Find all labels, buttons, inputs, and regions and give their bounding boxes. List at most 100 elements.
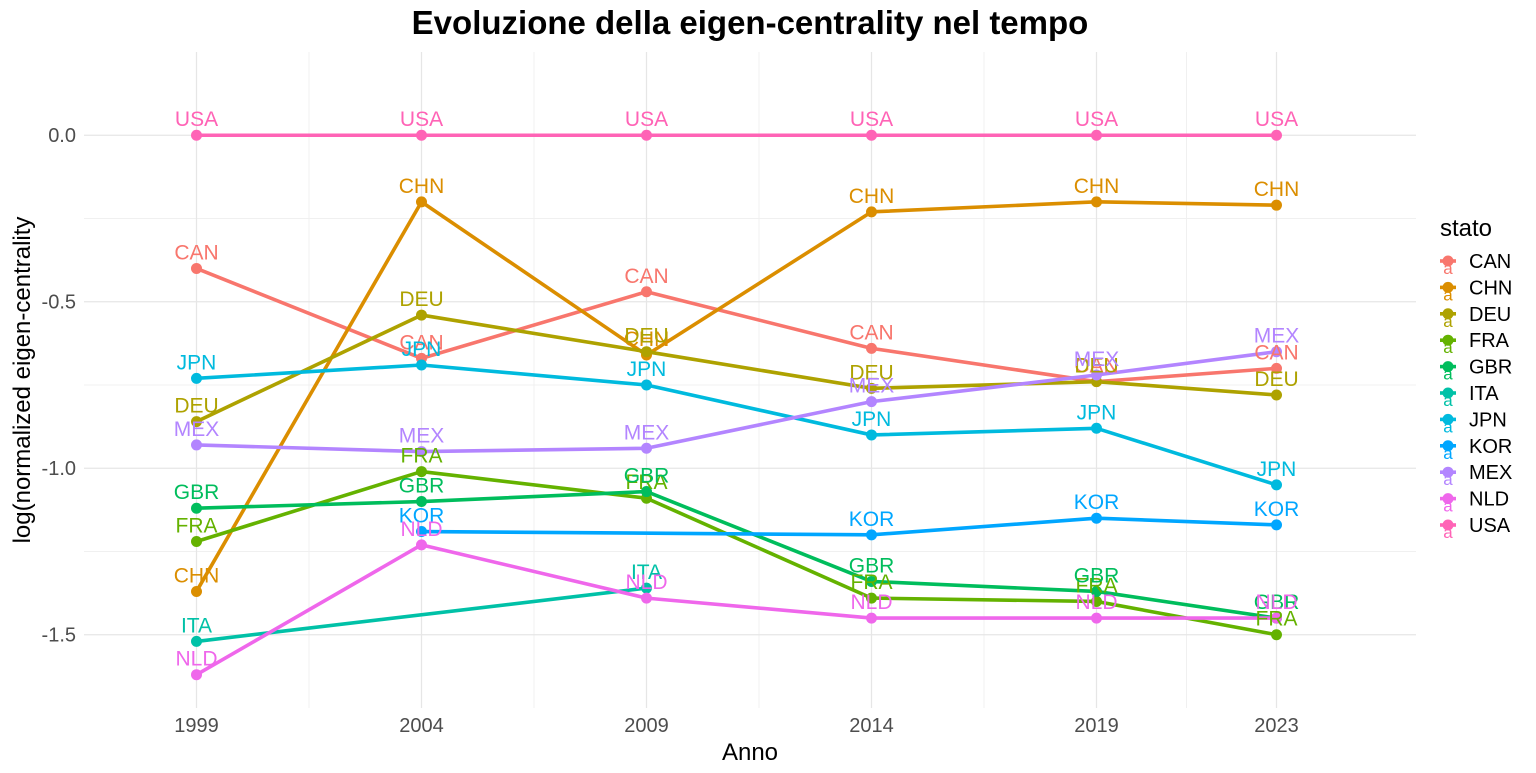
series-line-jpn [194, 363, 1279, 487]
point-label-deu: DEU [174, 395, 218, 418]
chart-title: Evoluzione della eigen-centrality nel te… [412, 4, 1089, 41]
point-label-nld: NLD [625, 571, 667, 594]
point-label-nld: NLD [1255, 591, 1297, 614]
point-label-usa: USA [850, 108, 893, 131]
point-label-fra: FRA [626, 471, 668, 494]
data-point-ita [191, 635, 202, 647]
data-point-kor [1271, 519, 1282, 531]
legend-item-ita: a ITA [1440, 383, 1499, 410]
point-label-chn: CHN [849, 185, 895, 208]
point-label-fra: FRA [851, 571, 893, 594]
point-label-nld: NLD [850, 591, 892, 614]
data-point-fra [191, 536, 202, 548]
x-tick-label: 1999 [174, 715, 219, 737]
legend-label: JPN [1469, 409, 1507, 431]
data-point-jpn [1091, 422, 1102, 434]
data-point-deu [1271, 389, 1282, 401]
data-point-kor [866, 529, 877, 541]
legend-label: CHN [1469, 277, 1512, 299]
point-label-fra: FRA [1076, 574, 1118, 597]
data-point-jpn [866, 429, 877, 441]
x-axis-title: Anno [722, 739, 778, 766]
legend-label: GBR [1469, 357, 1512, 379]
legend-label: FRA [1469, 330, 1510, 352]
point-label-can: CAN [1254, 341, 1298, 364]
point-label-usa: USA [175, 108, 218, 131]
x-tick-label: 2023 [1254, 715, 1299, 737]
data-point-gbr [1091, 585, 1102, 597]
legend-key-glyph: a [1443, 312, 1453, 331]
point-label-can: CAN [849, 321, 893, 344]
legend-key-point [1442, 387, 1454, 399]
legend-key-point [1442, 308, 1454, 320]
data-point-usa [191, 129, 202, 141]
data-point-fra [866, 592, 877, 604]
legend-key-point [1442, 493, 1454, 505]
data-point-mex [1091, 369, 1102, 381]
legend-label: ITA [1469, 383, 1499, 405]
point-label-ita: ITA [631, 561, 662, 584]
point-label-gbr: GBR [624, 465, 670, 488]
point-label-usa: USA [625, 108, 668, 131]
data-point-usa [1271, 129, 1282, 141]
x-axis-ticks: 1999 2004 2009 2014 2019 2023 [174, 715, 1299, 737]
data-point-chn [1271, 199, 1282, 211]
series-lines [194, 133, 1279, 677]
legend-label: USA [1469, 515, 1511, 537]
data-point-nld [416, 539, 427, 551]
data-point-chn [416, 196, 427, 208]
data-point-can [866, 342, 877, 354]
series-line-can [194, 266, 1279, 384]
legend-key-point [1442, 281, 1454, 293]
point-label-deu: DEU [399, 288, 443, 311]
legend-item-nld: a NLD [1440, 489, 1509, 516]
x-tick-label: 2019 [1074, 715, 1119, 737]
point-label-nld: NLD [400, 518, 442, 541]
legend-key-glyph: a [1443, 259, 1453, 278]
data-point-nld [1091, 612, 1102, 624]
data-point-deu [416, 309, 427, 321]
data-point-jpn [641, 379, 652, 391]
point-label-mex: MEX [174, 418, 220, 441]
point-label-mex: MEX [1074, 348, 1120, 371]
data-point-nld [1271, 612, 1282, 624]
point-label-can: CAN [399, 331, 443, 354]
point-label-deu: DEU [1254, 368, 1298, 391]
legend-key-glyph: a [1443, 523, 1453, 542]
data-point-usa [866, 129, 877, 141]
series-line-nld [194, 543, 1279, 677]
data-point-fra [1271, 629, 1282, 641]
legend-key-glyph: a [1443, 338, 1453, 357]
point-label-deu: DEU [624, 325, 668, 348]
point-label-nld: NLD [1075, 591, 1117, 614]
point-label-gbr: GBR [1254, 591, 1300, 614]
legend-key-glyph: a [1443, 391, 1453, 410]
data-point-kor [1091, 512, 1102, 524]
x-tick-label: 2014 [849, 715, 894, 737]
point-label-mex: MEX [624, 421, 670, 444]
point-label-gbr: GBR [1074, 564, 1120, 587]
point-label-jpn: JPN [852, 408, 892, 431]
legend-key-point [1442, 519, 1454, 531]
point-label-gbr: GBR [174, 481, 220, 504]
point-label-mex: MEX [399, 425, 445, 448]
point-label-gbr: GBR [399, 475, 445, 498]
data-point-usa [641, 129, 652, 141]
data-point-can [1271, 362, 1282, 374]
data-point-deu [866, 382, 877, 394]
series-line-kor [419, 516, 1279, 537]
data-point-gbr [416, 496, 427, 508]
series-points [191, 129, 1282, 681]
point-label-chn: CHN [1074, 175, 1120, 198]
data-point-mex [866, 396, 877, 408]
point-label-kor: KOR [849, 508, 895, 531]
point-label-mex: MEX [1254, 325, 1300, 348]
point-label-can: CAN [174, 241, 218, 264]
data-point-nld [191, 669, 202, 681]
legend-key-point [1442, 361, 1454, 373]
legend-item-can: a CAN [1440, 251, 1511, 278]
data-point-fra [1091, 595, 1102, 607]
data-point-usa [1091, 129, 1102, 141]
